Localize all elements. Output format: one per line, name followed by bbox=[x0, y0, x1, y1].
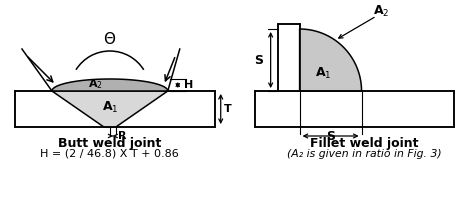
Polygon shape bbox=[277, 24, 299, 91]
Text: R: R bbox=[118, 131, 126, 141]
Polygon shape bbox=[254, 91, 453, 127]
Polygon shape bbox=[52, 79, 168, 91]
Text: H = (2 / 46.8) X T + 0.86: H = (2 / 46.8) X T + 0.86 bbox=[40, 149, 179, 159]
Text: S: S bbox=[325, 130, 334, 143]
Polygon shape bbox=[15, 91, 214, 127]
Text: A$_1$: A$_1$ bbox=[101, 99, 118, 115]
Text: A$_2$: A$_2$ bbox=[373, 4, 389, 19]
Text: Butt weld joint: Butt weld joint bbox=[58, 137, 161, 150]
Text: Fillet weld joint: Fillet weld joint bbox=[310, 137, 418, 150]
Text: (A₂ is given in ratio in Fig. 3): (A₂ is given in ratio in Fig. 3) bbox=[287, 149, 441, 159]
Text: $\Theta$: $\Theta$ bbox=[103, 31, 116, 47]
Text: H: H bbox=[183, 80, 193, 90]
Polygon shape bbox=[299, 29, 361, 91]
Text: A$_1$: A$_1$ bbox=[314, 66, 331, 81]
Text: T: T bbox=[223, 104, 231, 114]
Polygon shape bbox=[52, 91, 168, 127]
Text: A$_2$: A$_2$ bbox=[88, 78, 103, 91]
Text: S: S bbox=[253, 54, 262, 66]
